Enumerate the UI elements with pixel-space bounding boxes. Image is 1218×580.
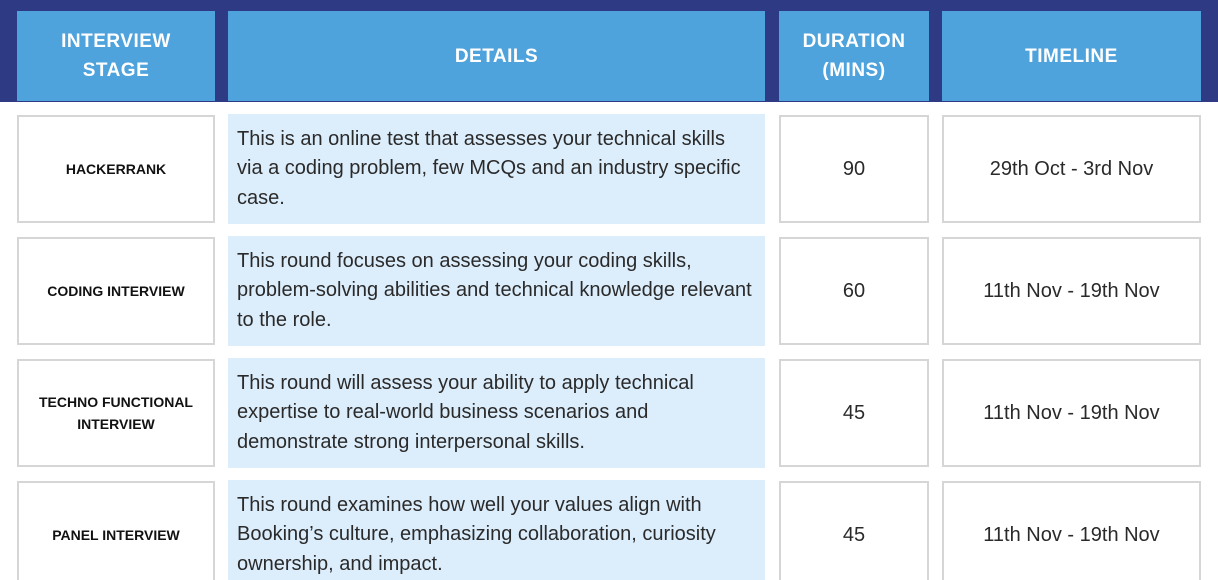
- table-row-3-duration: 45: [779, 359, 929, 467]
- table-row-2-timeline: 11th Nov - 19th Nov: [942, 237, 1201, 345]
- stage-label: CODING INTERVIEW: [47, 283, 185, 299]
- header-timeline-label: TIMELINE: [1025, 45, 1118, 67]
- table-row-4-stage: PANEL INTERVIEW: [17, 481, 215, 580]
- table-row-4-details: This round examines how well your values…: [228, 480, 765, 580]
- duration-value: 45: [842, 401, 866, 424]
- table-row-4-duration: 45: [779, 481, 929, 580]
- table-row-3-stage: TECHNO FUNCTIONAL INTERVIEW: [17, 359, 215, 467]
- table-row-2-stage: CODING INTERVIEW: [17, 237, 215, 345]
- stage-label: PANEL INTERVIEW: [52, 527, 180, 543]
- table-row-3-timeline: 11th Nov - 19th Nov: [942, 359, 1201, 467]
- table-row-1-stage: HACKERRANK: [17, 115, 215, 223]
- details-text: This round examines how well your values…: [237, 493, 716, 575]
- duration-value: 90: [842, 157, 866, 180]
- timeline-value: 11th Nov - 19th Nov: [983, 523, 1160, 546]
- details-text: This round focuses on assessing your cod…: [237, 249, 752, 331]
- table-row-2-duration: 60: [779, 237, 929, 345]
- table-row-1-details: This is an online test that assesses you…: [228, 114, 765, 224]
- table-row-4-timeline: 11th Nov - 19th Nov: [942, 481, 1201, 580]
- header-details-label: DETAILS: [454, 45, 539, 67]
- duration-value: 60: [842, 279, 866, 302]
- table-row-1-duration: 90: [779, 115, 929, 223]
- table-row-1-timeline: 29th Oct - 3rd Nov: [942, 115, 1201, 223]
- header-duration-label: DURATION (MINS): [802, 31, 906, 81]
- header-duration: DURATION (MINS): [779, 11, 929, 101]
- stage-label: TECHNO FUNCTIONAL INTERVIEW: [39, 394, 193, 432]
- timeline-value: 11th Nov - 19th Nov: [983, 279, 1160, 302]
- header-details: DETAILS: [228, 11, 765, 101]
- details-text: This round will assess your ability to a…: [237, 371, 694, 453]
- timeline-value: 29th Oct - 3rd Nov: [989, 157, 1154, 180]
- table-row-3-details: This round will assess your ability to a…: [228, 358, 765, 468]
- header-interview-stage-label: INTERVIEW STAGE: [61, 31, 171, 81]
- stage-label: HACKERRANK: [65, 161, 167, 177]
- table-row-2-details: This round focuses on assessing your cod…: [228, 236, 765, 346]
- header-timeline: TIMELINE: [942, 11, 1201, 101]
- duration-value: 45: [842, 523, 866, 546]
- timeline-value: 11th Nov - 19th Nov: [983, 401, 1160, 424]
- header-interview-stage: INTERVIEW STAGE: [17, 11, 215, 101]
- details-text: This is an online test that assesses you…: [237, 127, 741, 209]
